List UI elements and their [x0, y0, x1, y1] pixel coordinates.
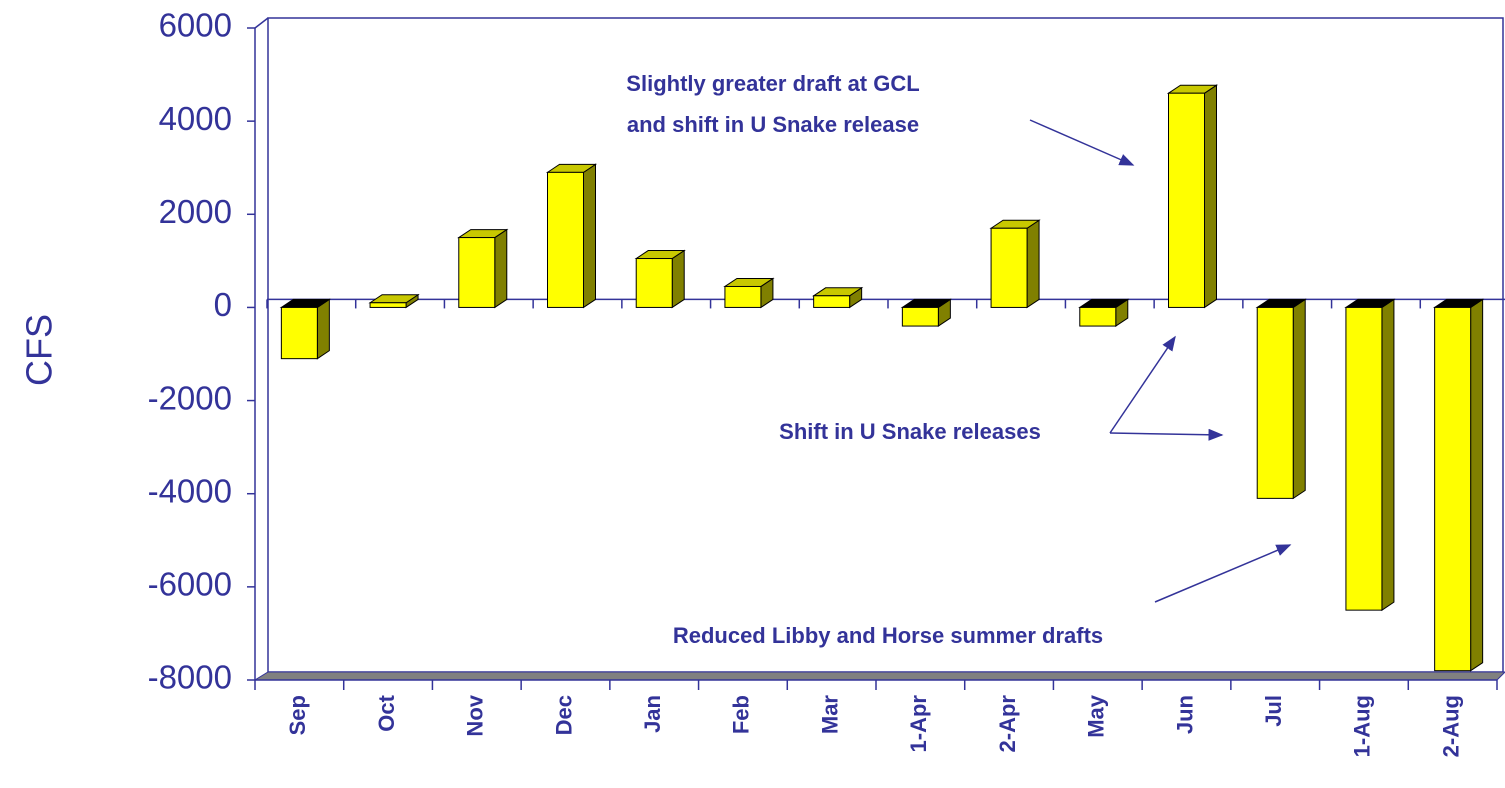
bar [634, 249, 686, 309]
bar [723, 277, 775, 309]
x-tick-label: Nov [463, 694, 488, 736]
bar-front [1079, 306, 1117, 327]
axis-corner [254, 17, 269, 29]
bar-side [1470, 298, 1484, 672]
bar-front [1434, 306, 1472, 672]
annotation: Shift in U Snake releases [779, 419, 1041, 444]
y-axis-label: CFS [19, 314, 60, 386]
bar-front [369, 302, 407, 308]
arrows [1029, 119, 1292, 603]
y-tick-label: -4000 [148, 472, 232, 509]
bar-side [316, 298, 330, 360]
x-tick-label: May [1084, 694, 1109, 738]
x-tick-label: Mar [817, 695, 842, 735]
bar-front [280, 306, 318, 360]
bar-side [1204, 84, 1217, 309]
y-tick-label: -6000 [148, 566, 232, 603]
bar-side [494, 228, 508, 309]
x-tick-label: Oct [374, 694, 399, 731]
bar [989, 219, 1041, 309]
bar-front [635, 258, 673, 308]
bar [545, 163, 598, 309]
bar [1255, 298, 1307, 500]
floor [253, 671, 1505, 681]
bar [279, 298, 332, 360]
arrow [1109, 428, 1224, 441]
bar-front [813, 295, 851, 308]
bar [811, 286, 864, 309]
bar [900, 298, 953, 327]
arrow [1029, 119, 1135, 166]
x-tick-label: Feb [729, 695, 754, 734]
arrow [1109, 335, 1176, 434]
bar-side [1292, 298, 1306, 500]
bar-front [1168, 92, 1205, 308]
y-tick-label: 2000 [159, 193, 232, 230]
bar-side [583, 163, 596, 309]
bar [368, 293, 420, 309]
x-tick-label: Sep [285, 695, 310, 735]
y-tick-label: -8000 [148, 659, 232, 696]
bar-side [1026, 219, 1040, 309]
bar-side [671, 249, 685, 309]
annotation: Slightly greater draft at GCL [626, 71, 919, 96]
bar-front [724, 285, 762, 308]
bar-side [1381, 298, 1395, 612]
bar-front [1256, 306, 1294, 499]
annotation: Reduced Libby and Horse summer drafts [673, 623, 1103, 648]
x-tick-label: 2-Apr [995, 695, 1020, 753]
bar-front [990, 227, 1028, 308]
bar [1432, 298, 1485, 672]
bar-front [547, 171, 584, 308]
y-tick-label: -2000 [148, 379, 232, 416]
bar-front [901, 306, 939, 327]
arrow [1154, 544, 1292, 603]
x-tick-label: Jun [1172, 695, 1197, 734]
bar-front [1345, 306, 1383, 611]
x-tick-label: 1-Apr [906, 695, 931, 753]
y-tick-label: 0 [214, 286, 232, 323]
y-tick-label: 6000 [159, 7, 232, 44]
x-tick-label: Dec [551, 695, 576, 735]
annotation: and shift in U Snake release [627, 112, 919, 137]
x-tick-label: 2-Aug [1438, 695, 1463, 757]
x-tick-label: 1-Aug [1350, 695, 1375, 757]
y-tick-label: 4000 [159, 100, 232, 137]
bar [1078, 298, 1130, 327]
x-tick-label: Jul [1261, 695, 1286, 727]
bar [457, 228, 509, 309]
bar [1344, 298, 1396, 612]
bar [1166, 84, 1219, 309]
x-tick-label: Jan [640, 695, 665, 733]
bar-front [458, 237, 496, 308]
